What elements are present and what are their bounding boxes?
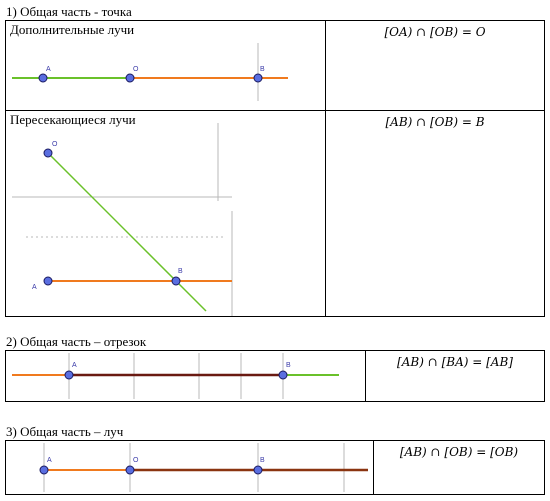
table-divider [325, 21, 326, 316]
label-a: A [46, 66, 51, 73]
label-b: B [286, 362, 291, 369]
ray-formula-cell: [AB) ∩ [OB) = [OB) [374, 441, 544, 494]
ray-ob [47, 152, 207, 312]
label-a: A [47, 457, 52, 464]
segment-figure: A B [12, 353, 339, 399]
point-o [43, 148, 53, 158]
point-a [43, 276, 53, 286]
table-divider [365, 351, 366, 401]
section1-table: Дополнительные лучи A O B [OA) ∩ [OB) = … [5, 20, 545, 317]
label-b: B [178, 268, 183, 275]
row2-caption: Пересекающиеся лучи [10, 112, 136, 127]
intersecting-rays-figure: O A B [12, 123, 233, 316]
label-b: B [260, 66, 265, 73]
point-a [39, 465, 49, 475]
section3-heading: 3) Общая часть – луч [6, 424, 124, 439]
section3-formula: [AB) ∩ [OB) = [OB) [399, 445, 519, 459]
table-divider [6, 110, 544, 111]
segment-formula-cell: [AB) ∩ [BA) = [AB] [366, 351, 544, 401]
point-o [125, 73, 135, 83]
point-a [38, 73, 48, 83]
point-b [171, 276, 181, 286]
point-b [253, 73, 263, 83]
section1-heading: 1) Общая часть - точка [6, 4, 132, 19]
label-b: B [260, 457, 265, 464]
row2-formula-cell: [AB) ∩ [OB) = B [326, 111, 544, 316]
table-divider [373, 441, 374, 494]
section2-table: A B [AB) ∩ [BA) = [AB] [5, 350, 545, 402]
row1-formula: [OA) ∩ [OB) = O [384, 25, 486, 39]
section3-table: A O B [AB) ∩ [OB) = [OB) [5, 440, 545, 495]
label-o: O [52, 141, 58, 148]
point-o [125, 465, 135, 475]
label-o: O [133, 457, 139, 464]
row1-figure-cell: Дополнительные лучи A O B [6, 21, 325, 110]
complementary-rays-figure: A O B [12, 43, 288, 101]
point-b [278, 370, 288, 380]
point-b [253, 465, 263, 475]
label-a: A [32, 284, 37, 291]
row1-caption: Дополнительные лучи [10, 22, 135, 37]
label-a: A [72, 362, 77, 369]
section2-formula: [AB) ∩ [BA) = [AB] [397, 355, 513, 369]
label-o: O [133, 66, 139, 73]
ray-figure-cell: A O B [6, 441, 373, 494]
section2-heading: 2) Общая часть – отрезок [6, 334, 147, 349]
row2-formula: [AB) ∩ [OB) = B [385, 115, 485, 129]
row2-figure-cell: Пересекающиеся лучи O A B [6, 111, 325, 316]
ray-overlap-figure: A O B [39, 443, 368, 492]
point-a [64, 370, 74, 380]
segment-figure-cell: A B [6, 351, 365, 401]
row1-formula-cell: [OA) ∩ [OB) = O [326, 21, 544, 110]
